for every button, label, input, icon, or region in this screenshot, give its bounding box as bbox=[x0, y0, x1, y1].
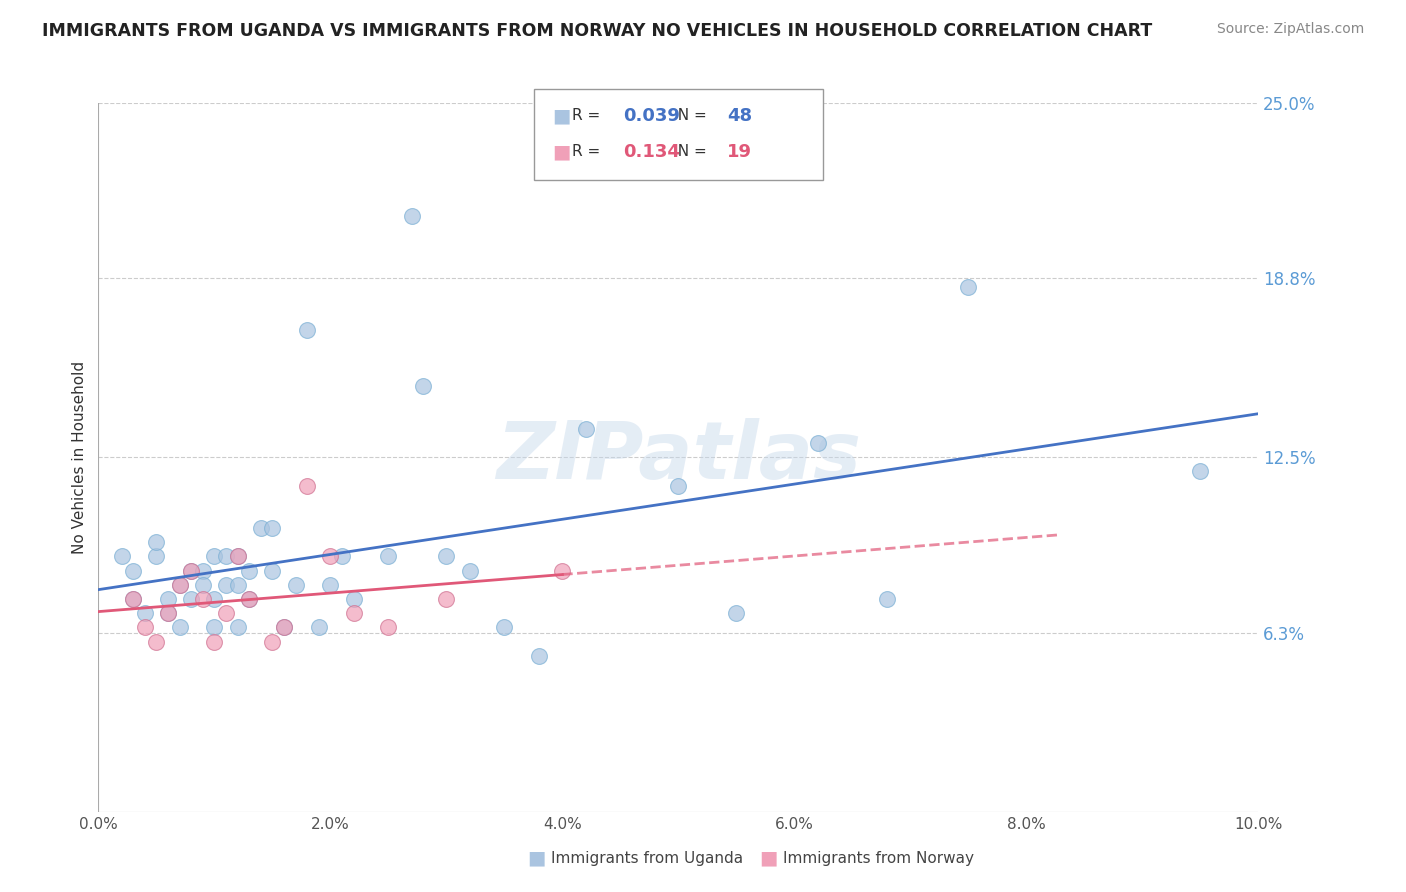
Point bbox=[297, 478, 319, 492]
Point bbox=[204, 549, 226, 564]
Text: N =: N = bbox=[668, 109, 711, 123]
Point bbox=[458, 564, 481, 578]
Point bbox=[1189, 464, 1212, 478]
Point bbox=[273, 620, 295, 634]
Point bbox=[273, 620, 295, 634]
Point bbox=[529, 648, 551, 663]
Point bbox=[134, 606, 156, 620]
Point bbox=[238, 564, 260, 578]
Point bbox=[226, 620, 249, 634]
Text: Source: ZipAtlas.com: Source: ZipAtlas.com bbox=[1216, 22, 1364, 37]
Point bbox=[180, 592, 202, 607]
Point bbox=[145, 549, 167, 564]
Point bbox=[284, 578, 307, 592]
Point bbox=[401, 209, 423, 223]
Point bbox=[436, 592, 458, 607]
Point bbox=[297, 322, 319, 336]
Point bbox=[191, 592, 214, 607]
Point bbox=[122, 592, 145, 607]
Text: N =: N = bbox=[668, 145, 711, 159]
Text: IMMIGRANTS FROM UGANDA VS IMMIGRANTS FROM NORWAY NO VEHICLES IN HOUSEHOLD CORREL: IMMIGRANTS FROM UGANDA VS IMMIGRANTS FRO… bbox=[42, 22, 1153, 40]
Point bbox=[319, 578, 342, 592]
Point bbox=[876, 592, 898, 607]
Point bbox=[575, 422, 598, 436]
Point bbox=[807, 436, 830, 450]
Point bbox=[169, 578, 191, 592]
Point bbox=[122, 564, 145, 578]
Text: 19: 19 bbox=[727, 143, 752, 161]
Point bbox=[204, 592, 226, 607]
Text: R =: R = bbox=[572, 109, 606, 123]
Point bbox=[226, 549, 249, 564]
Y-axis label: No Vehicles in Household: No Vehicles in Household bbox=[72, 360, 87, 554]
Point bbox=[169, 578, 191, 592]
Point bbox=[215, 578, 238, 592]
Point bbox=[262, 634, 284, 648]
Point bbox=[191, 564, 214, 578]
Text: 0.039: 0.039 bbox=[623, 107, 679, 125]
Point bbox=[319, 549, 342, 564]
Point bbox=[262, 564, 284, 578]
Point bbox=[145, 535, 167, 549]
Text: Immigrants from Uganda: Immigrants from Uganda bbox=[551, 851, 744, 865]
Point bbox=[330, 549, 353, 564]
Point bbox=[145, 634, 167, 648]
Text: ■: ■ bbox=[553, 106, 571, 126]
Point bbox=[666, 478, 689, 492]
Point bbox=[412, 379, 434, 393]
Point bbox=[157, 606, 180, 620]
Text: 48: 48 bbox=[727, 107, 752, 125]
Point bbox=[215, 606, 238, 620]
Point bbox=[551, 564, 574, 578]
Point bbox=[180, 564, 202, 578]
Point bbox=[238, 592, 260, 607]
Point bbox=[725, 606, 748, 620]
Point bbox=[262, 521, 284, 535]
Point bbox=[157, 592, 180, 607]
Point bbox=[436, 549, 458, 564]
Point bbox=[111, 549, 132, 564]
Point bbox=[169, 620, 191, 634]
Text: R =: R = bbox=[572, 145, 606, 159]
Point bbox=[377, 549, 399, 564]
Point bbox=[204, 620, 226, 634]
Point bbox=[180, 564, 202, 578]
Point bbox=[215, 549, 238, 564]
Point bbox=[226, 549, 249, 564]
Text: ■: ■ bbox=[553, 142, 571, 161]
Text: ■: ■ bbox=[527, 848, 546, 868]
Text: Immigrants from Norway: Immigrants from Norway bbox=[783, 851, 974, 865]
Point bbox=[308, 620, 330, 634]
Point bbox=[957, 280, 980, 294]
Point bbox=[157, 606, 180, 620]
Point bbox=[377, 620, 399, 634]
Point bbox=[226, 578, 249, 592]
Point bbox=[238, 592, 260, 607]
Point bbox=[134, 620, 156, 634]
Point bbox=[343, 592, 366, 607]
Text: ■: ■ bbox=[759, 848, 778, 868]
Text: ZIPatlas: ZIPatlas bbox=[496, 418, 860, 496]
Point bbox=[494, 620, 516, 634]
Point bbox=[204, 634, 226, 648]
Point bbox=[122, 592, 145, 607]
Point bbox=[343, 606, 366, 620]
Point bbox=[191, 578, 214, 592]
Point bbox=[250, 521, 273, 535]
Text: 0.134: 0.134 bbox=[623, 143, 679, 161]
